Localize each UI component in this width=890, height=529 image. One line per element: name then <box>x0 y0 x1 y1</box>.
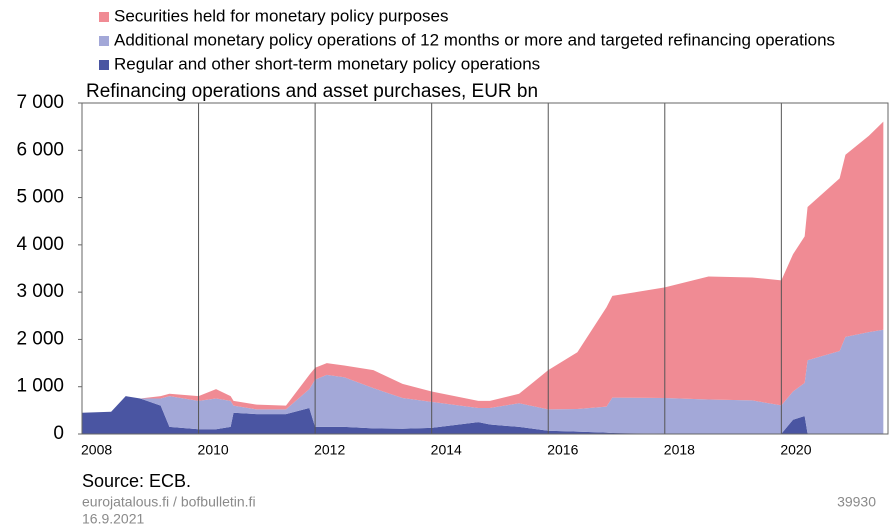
x-tick-label: 2020 <box>780 442 811 458</box>
y-tick-label: 0 <box>53 423 64 444</box>
legend-swatch <box>99 12 109 22</box>
legend-swatch <box>99 36 109 46</box>
legend-swatch <box>99 60 109 70</box>
footer-code: 39930 <box>837 494 876 510</box>
chart-title: Refinancing operations and asset purchas… <box>86 81 538 102</box>
y-tick-label: 2 000 <box>16 328 64 349</box>
y-tick-label: 1 000 <box>16 376 64 397</box>
legend-label: Additional monetary policy operations of… <box>114 30 835 49</box>
plot-area <box>81 102 889 435</box>
area <box>82 121 884 413</box>
footer-date: 16.9.2021 <box>82 511 144 527</box>
y-tick-label: 3 000 <box>16 281 64 302</box>
x-tick-label: 2008 <box>81 442 112 458</box>
area <box>82 396 884 434</box>
y-tick-label: 5 000 <box>16 187 64 208</box>
y-tick-label: 7 000 <box>16 92 64 113</box>
source: Source: ECB. <box>82 471 191 491</box>
x-tick-label: 2014 <box>431 442 462 458</box>
area <box>82 329 884 434</box>
y-tick-label: 4 000 <box>16 234 64 255</box>
legend-label: Regular and other short-term monetary po… <box>114 54 540 73</box>
plot-frame <box>81 102 889 435</box>
x-tick-label: 2010 <box>198 442 229 458</box>
legend-label: Securities held for monetary policy purp… <box>114 6 449 25</box>
footer-site: eurojatalous.fi / bofbulletin.fi <box>82 494 256 510</box>
x-tick-label: 2018 <box>664 442 695 458</box>
y-tick-label: 6 000 <box>16 139 64 160</box>
x-tick-label: 2012 <box>314 442 345 458</box>
x-tick-label: 2016 <box>547 442 578 458</box>
